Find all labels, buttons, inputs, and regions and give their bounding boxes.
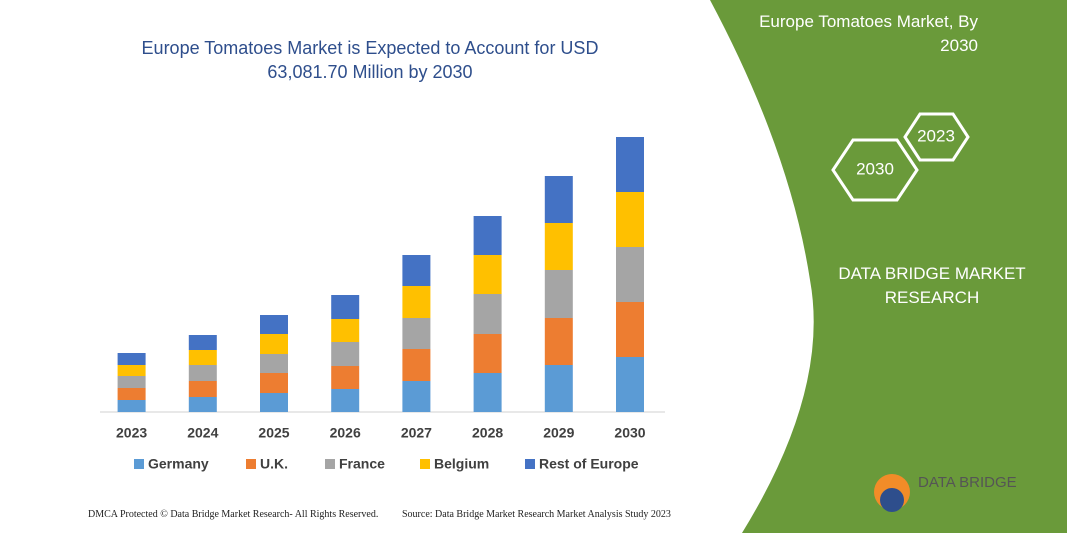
bar-segment	[188, 381, 217, 397]
hexagon	[903, 112, 970, 162]
bar-segment	[616, 247, 644, 302]
bar-segment	[544, 365, 573, 412]
bar-segment	[402, 349, 431, 381]
bar-segment	[117, 400, 146, 412]
bar-segment	[616, 357, 644, 412]
chart-title: Europe Tomatoes Market is Expected to Ac…	[141, 38, 599, 82]
bar-segment	[616, 192, 644, 247]
x-tick-label: 2029	[543, 425, 574, 441]
x-tick-label: 2030	[614, 425, 645, 441]
x-tick-label: 2028	[472, 425, 503, 441]
bar-segment	[331, 366, 360, 389]
bar-segment	[544, 176, 573, 223]
bar-segment	[260, 373, 288, 393]
hexagon	[831, 138, 919, 202]
logo-mark	[880, 488, 904, 512]
bar-segment	[188, 365, 217, 381]
bar-segment	[260, 334, 288, 354]
bar-segment	[544, 270, 573, 318]
x-tick-label: 2027	[401, 425, 432, 441]
bar-segment	[331, 342, 360, 366]
bar-segment	[473, 216, 502, 255]
legend-label: Belgium	[434, 456, 489, 472]
side-panel	[710, 0, 1067, 533]
bar-segment	[117, 365, 146, 376]
bar-segment	[260, 354, 288, 373]
footer-left: DMCA Protected © Data Bridge Market Rese…	[88, 509, 379, 520]
legend-swatch	[420, 459, 430, 469]
legend-swatch	[325, 459, 335, 469]
bar-segment	[331, 389, 360, 412]
bar-segment	[188, 397, 217, 412]
bar-segment	[402, 381, 431, 412]
hexagon-label: 2030	[856, 159, 894, 178]
x-tick-label: 2026	[330, 425, 361, 441]
legend-swatch	[246, 459, 256, 469]
bar-segment	[544, 223, 573, 270]
legend-label: Rest of Europe	[539, 456, 639, 472]
hexagon-label: 2023	[917, 126, 955, 145]
bar-segment	[473, 373, 502, 412]
logo-text: DATA BRIDGE	[918, 474, 1017, 491]
bar-segment	[117, 376, 146, 388]
brand-text: DATA BRIDGE MARKET RESEARCH	[838, 264, 1026, 307]
bar-segment	[473, 255, 502, 294]
bar-segment	[260, 315, 288, 334]
bar-segment	[331, 295, 360, 319]
bar-segment	[331, 319, 360, 342]
panel-title: Europe Tomatoes Market, By 2030	[759, 12, 978, 55]
legend-label: U.K.	[260, 456, 288, 472]
legend-swatch	[525, 459, 535, 469]
bar-segment	[402, 318, 431, 349]
bar-segment	[616, 302, 644, 357]
bar-segment	[188, 335, 217, 350]
bar-segment	[117, 353, 146, 365]
x-tick-label: 2024	[187, 425, 218, 441]
legend-label: Germany	[148, 456, 209, 472]
footer-right: Source: Data Bridge Market Research Mark…	[402, 509, 671, 520]
legend-label: France	[339, 456, 385, 472]
bar-segment	[402, 286, 431, 318]
legend-swatch	[134, 459, 144, 469]
bar-segment	[402, 255, 431, 286]
bar-segment	[544, 318, 573, 365]
x-tick-label: 2023	[116, 425, 147, 441]
bar-segment	[616, 137, 644, 192]
bar-segment	[260, 393, 288, 412]
bar-segment	[473, 334, 502, 373]
bar-segment	[188, 350, 217, 365]
bar-segment	[117, 388, 146, 400]
x-tick-label: 2025	[258, 425, 289, 441]
bar-segment	[473, 294, 502, 334]
